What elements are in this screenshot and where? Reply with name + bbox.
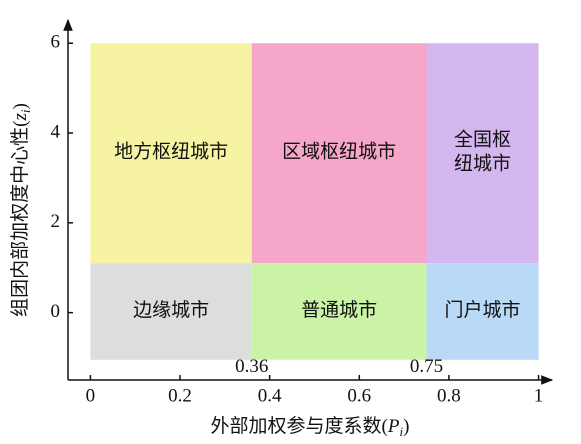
region-label: 全国枢: [454, 129, 511, 151]
x-label-text: 外部加权参与度系数(: [211, 415, 388, 437]
region: [426, 43, 539, 264]
x-label-symbol: P: [387, 416, 400, 437]
x-tick-label: 0: [86, 385, 96, 406]
region-label: 地方枢纽城市: [114, 141, 228, 163]
region-label: 门户城市: [445, 299, 521, 321]
x-tick-label: 0.2: [168, 385, 192, 406]
region: [90, 43, 252, 264]
y-label-symbol: z: [10, 113, 31, 122]
boundary-label: 0.36: [235, 356, 268, 377]
region-label: 边缘城市: [133, 299, 209, 321]
y-label-text: 组团内部加权度中心性(: [9, 121, 31, 317]
region: [251, 43, 427, 264]
x-axis-label: 外部加权参与度系数(Pi): [211, 415, 410, 439]
y-tick-label: 0: [51, 301, 61, 322]
boundary-label: 0.75: [410, 356, 443, 377]
y-axis-label: 组团内部加权度中心性(zi): [9, 103, 33, 317]
y-tick-label: 2: [51, 211, 61, 232]
x-tick-label: 0.8: [437, 385, 461, 406]
region: [426, 263, 539, 360]
region-label: 纽城市: [454, 153, 511, 175]
x-tick-label: 1: [534, 385, 544, 406]
region-label: 普通城市: [301, 299, 377, 321]
x-label-suffix: ): [403, 416, 409, 437]
x-tick-label: 0.6: [347, 385, 371, 406]
x-tick-label: 0.4: [258, 385, 282, 406]
y-label-subscript: i: [18, 109, 33, 113]
y-label-suffix: ): [10, 103, 31, 109]
region: [251, 263, 427, 360]
y-tick-label: 6: [51, 32, 61, 53]
x-label-subscript: i: [399, 424, 403, 439]
region-label: 区域枢纽城市: [282, 141, 396, 163]
region: [90, 263, 252, 360]
y-tick-label: 4: [51, 121, 61, 142]
